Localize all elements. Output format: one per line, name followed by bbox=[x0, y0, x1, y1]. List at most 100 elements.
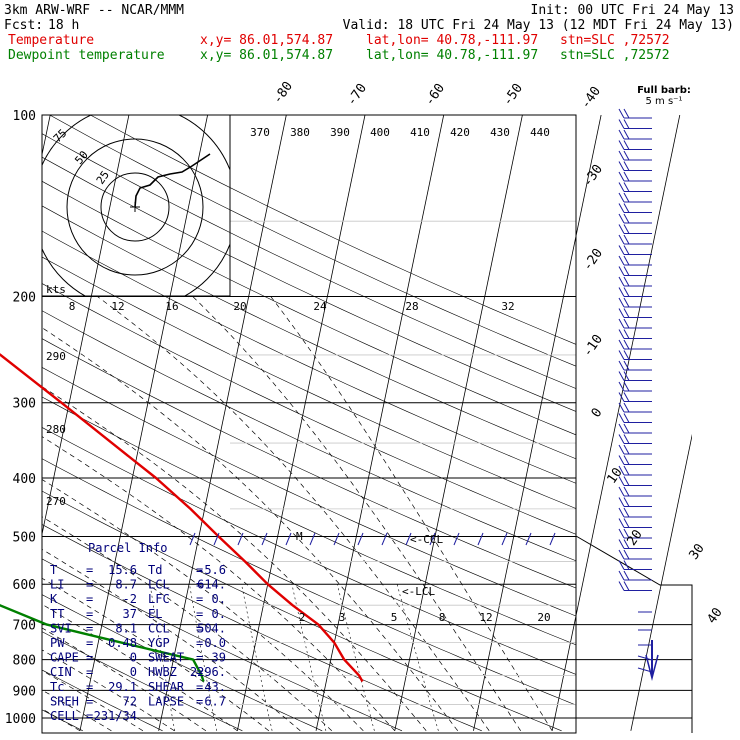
wind-barb-flag bbox=[618, 129, 625, 140]
parcel-label: LAPSE bbox=[148, 694, 184, 708]
hodograph-ring bbox=[100, 172, 170, 242]
parcel-value: 0 bbox=[130, 665, 137, 679]
wind-barb-flag bbox=[618, 245, 625, 255]
dry-adiabat bbox=[42, 180, 576, 436]
dry-adiabat bbox=[42, 205, 576, 460]
parcel-equals: = bbox=[196, 563, 203, 577]
wind-barb-flag bbox=[618, 518, 625, 528]
temperature-legend: Temperature bbox=[8, 33, 94, 48]
wind-barb-flag bbox=[618, 476, 625, 486]
parcel-value: 6.7 bbox=[204, 694, 226, 708]
wind-barb-flag bbox=[623, 581, 630, 591]
dry-adiabat bbox=[0, 115, 3, 731]
parcel-label: SHEAR bbox=[148, 680, 185, 694]
wind-barb-flag bbox=[623, 224, 630, 234]
parcel-label: EL bbox=[148, 607, 162, 621]
init-time: Init: 00 UTC Fri 24 May 13 bbox=[531, 3, 735, 18]
dry-adiabat bbox=[42, 156, 576, 412]
isotherm-line bbox=[236, 115, 366, 731]
wind-barb-flag bbox=[623, 381, 630, 392]
hodograph-frame bbox=[41, 114, 231, 297]
wind-barb-flag bbox=[618, 381, 625, 392]
parcel-value: 72 bbox=[123, 694, 137, 708]
parcel-label: CIN bbox=[50, 665, 72, 679]
temperature-tick-label: -30 bbox=[580, 162, 606, 190]
parcel-value: 0 bbox=[130, 651, 137, 665]
dewpoint-latlon: lat,lon= 40.78,-111.97 bbox=[366, 48, 538, 63]
dry-adiabat bbox=[42, 594, 323, 732]
wind-barb-flag bbox=[618, 266, 625, 276]
moist-adiabat bbox=[42, 548, 301, 732]
parcel-value: 43. bbox=[204, 680, 226, 694]
parcel-label: CCL bbox=[148, 621, 170, 635]
dry-adiabat-label: 280 bbox=[46, 423, 66, 436]
parcel-label: LCL bbox=[148, 578, 170, 592]
temperature-tick-label: -40 bbox=[578, 84, 604, 112]
wind-barb-flag bbox=[618, 203, 625, 213]
wind-barb-flag bbox=[618, 339, 625, 350]
parcel-value: 15.6 bbox=[108, 563, 137, 577]
level-tick bbox=[237, 532, 244, 546]
dry-adiabat-label: 410 bbox=[410, 126, 430, 139]
wind-barb-flag bbox=[618, 308, 625, 318]
parcel-label: YGP bbox=[148, 636, 170, 650]
dry-adiabat-label: 370 bbox=[250, 126, 270, 139]
wind-barb-flag bbox=[623, 140, 630, 150]
temperature-station: stn=SLC ,72572 bbox=[560, 33, 670, 48]
temperature-tick-label: -50 bbox=[500, 81, 526, 109]
wind-barb-flag bbox=[623, 434, 630, 444]
wind-barb-flag bbox=[618, 161, 625, 171]
mixing-ratio-line bbox=[337, 584, 375, 731]
wind-barb-flag bbox=[618, 318, 625, 329]
parcel-label: LI bbox=[50, 578, 64, 592]
model-title: 3km ARW-WRF -- NCAR/MMM bbox=[4, 3, 184, 18]
parcel-label: CAPE bbox=[50, 651, 79, 665]
parcel-equals: = bbox=[196, 592, 203, 606]
parcel-equals: = bbox=[86, 592, 93, 606]
wind-barb-flag bbox=[623, 413, 630, 423]
dry-adiabat bbox=[42, 338, 576, 589]
parcel-equals: = bbox=[86, 607, 93, 621]
temperature-tick-label: 40 bbox=[704, 605, 725, 626]
mixing-ratio-label: 32 bbox=[501, 300, 514, 313]
hodograph-ring-label: 25 bbox=[94, 168, 112, 186]
parcel-equals: = bbox=[86, 621, 93, 635]
dry-adiabat bbox=[42, 133, 576, 389]
temperature-tick-label: 20 bbox=[624, 527, 645, 548]
temperature-tick-label: 0 bbox=[589, 405, 606, 420]
dry-adiabat-label: 400 bbox=[370, 126, 390, 139]
wind-barb-flag bbox=[623, 203, 630, 213]
hodograph-ring bbox=[66, 138, 204, 276]
dry-adiabat bbox=[42, 283, 576, 535]
parcel-equals: = bbox=[86, 694, 93, 708]
moist-adiabat bbox=[42, 670, 144, 732]
dry-adiabat bbox=[42, 230, 576, 484]
dry-adiabat bbox=[42, 669, 163, 732]
level-tick bbox=[213, 532, 220, 546]
mixing-ratio-line bbox=[396, 584, 439, 731]
temperature-tick-label: -20 bbox=[580, 246, 606, 274]
parcel-label: SVI bbox=[50, 621, 72, 635]
m-marker: M bbox=[296, 530, 303, 543]
wind-barb-flag bbox=[618, 234, 625, 245]
wind-barb bbox=[645, 654, 659, 681]
moist-adiabat bbox=[42, 516, 333, 732]
parcel-equals: = bbox=[196, 636, 203, 650]
wind-barb-flag bbox=[623, 339, 630, 350]
wind-barb-flag bbox=[623, 392, 630, 402]
dry-adiabat-label: 390 bbox=[330, 126, 350, 139]
parcel-value: 0. bbox=[212, 592, 226, 606]
dry-adiabat bbox=[42, 396, 576, 646]
wind-barb-flag bbox=[618, 402, 625, 413]
wind-barb-flag bbox=[623, 192, 630, 203]
wind-barb-flag bbox=[623, 108, 630, 119]
wind-barb-flag bbox=[623, 213, 630, 224]
temperature-latlon: lat,lon= 40.78,-111.97 bbox=[366, 33, 538, 48]
level-tick bbox=[285, 532, 292, 546]
wind-barb-flag bbox=[618, 255, 625, 266]
mixing-ratio-label: 12 bbox=[111, 300, 124, 313]
temperature-curve bbox=[0, 353, 364, 683]
level-tick bbox=[381, 532, 388, 546]
mixing-ratio-label: 2 bbox=[299, 611, 306, 624]
parcel-label: Tc bbox=[50, 680, 64, 694]
